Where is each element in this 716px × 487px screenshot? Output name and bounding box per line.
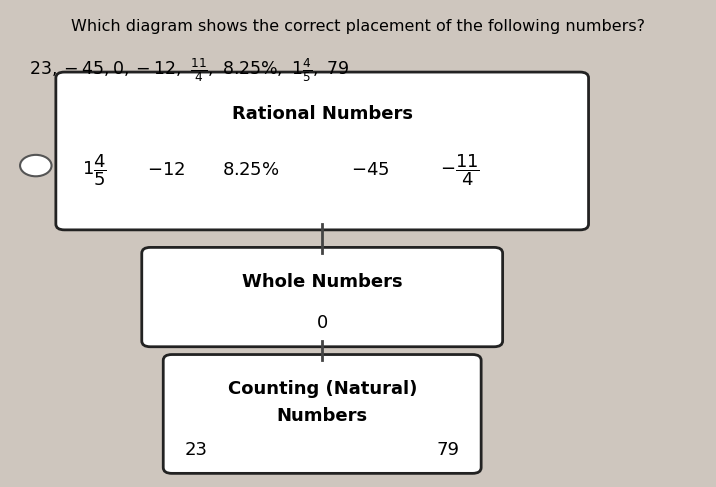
Circle shape	[20, 155, 52, 176]
Text: 23: 23	[185, 441, 208, 459]
Text: $-45$: $-45$	[351, 162, 390, 179]
Text: Numbers: Numbers	[276, 407, 368, 425]
Text: $8.25\%$: $8.25\%$	[222, 162, 279, 179]
Text: $-12$: $-12$	[147, 162, 185, 179]
FancyBboxPatch shape	[163, 355, 481, 473]
Text: Rational Numbers: Rational Numbers	[232, 105, 412, 123]
Text: 79: 79	[437, 441, 460, 459]
Text: $-\dfrac{11}{4}$: $-\dfrac{11}{4}$	[440, 152, 480, 188]
FancyBboxPatch shape	[142, 247, 503, 347]
FancyBboxPatch shape	[56, 72, 589, 230]
Text: Which diagram shows the correct placement of the following numbers?: Which diagram shows the correct placemen…	[71, 19, 645, 35]
Text: Counting (Natural): Counting (Natural)	[228, 380, 417, 398]
Text: Whole Numbers: Whole Numbers	[242, 273, 402, 291]
Text: 0: 0	[316, 314, 328, 332]
Text: $23, -45, 0, -12,\ \frac{11}{4},\ 8.25\%,\ 1\frac{4}{5},\ 79$: $23, -45, 0, -12,\ \frac{11}{4},\ 8.25\%…	[29, 56, 349, 84]
Text: $1\dfrac{4}{5}$: $1\dfrac{4}{5}$	[82, 152, 107, 188]
